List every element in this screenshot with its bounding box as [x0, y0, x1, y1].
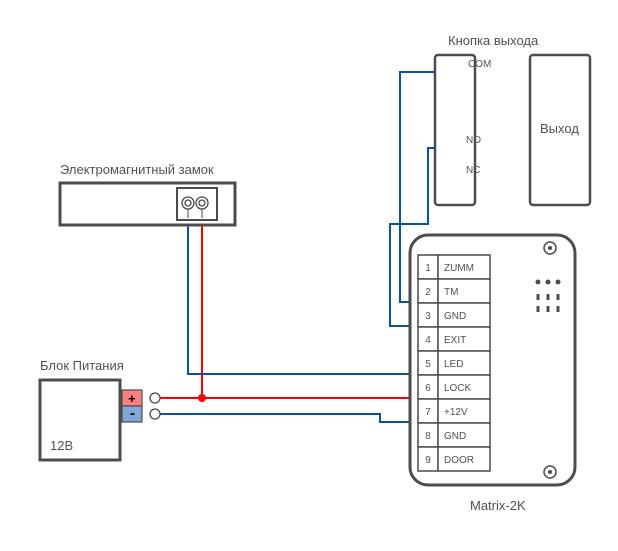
exit-button-title: Кнопка выхода — [448, 33, 539, 48]
lock-body — [60, 183, 235, 225]
lock-title: Электромагнитный замок — [60, 162, 214, 177]
pin-label: EXIT — [444, 335, 466, 346]
pin-label: +12V — [444, 407, 468, 418]
controller-title: Matrix-2K — [470, 498, 526, 513]
pin-label: ZUMM — [444, 263, 474, 274]
pin-label: GND — [444, 431, 466, 442]
psu-voltage: 12В — [50, 438, 73, 453]
slit-icon — [537, 294, 540, 300]
pin-num: 6 — [425, 383, 431, 394]
pin-label: LED — [444, 359, 463, 370]
exit-pin-label: NC — [466, 165, 480, 176]
pin-num: 5 — [425, 359, 431, 370]
wire-psu-plus-to-lock-and-12v — [160, 216, 202, 398]
slit-icon — [557, 294, 560, 300]
pin-num: 3 — [425, 311, 431, 322]
wire-psu-minus-to-gnd — [160, 414, 418, 422]
pin-num: 2 — [425, 287, 431, 298]
exit-pin-label: NO — [466, 135, 481, 146]
exit-pin-label: COM — [468, 59, 491, 70]
pin-label: GND — [444, 311, 466, 322]
pin-num: 9 — [425, 455, 431, 466]
led-indicator-icon — [536, 280, 541, 285]
psu-minus-pin — [150, 409, 160, 419]
psu-minus-sign: - — [130, 405, 135, 422]
screw-center-icon — [548, 470, 552, 474]
led-indicator-icon — [556, 280, 561, 285]
slit-icon — [547, 306, 550, 312]
pin-num: 4 — [425, 335, 431, 346]
pin-label: DOOR — [444, 455, 474, 466]
exit-label-text: Выход — [540, 121, 579, 136]
pin-num: 1 — [425, 263, 431, 274]
psu-plus-pin — [150, 393, 160, 403]
psu-title: Блок Питания — [40, 358, 124, 373]
pin-label: TM — [444, 287, 458, 298]
slit-icon — [547, 294, 550, 300]
wire-lock-to-lock-pin — [188, 216, 418, 374]
junction — [198, 394, 206, 402]
psu-plus-sign: + — [128, 391, 136, 406]
pin-label: LOCK — [444, 383, 472, 394]
slit-icon — [557, 306, 560, 312]
pin-num: 7 — [425, 407, 431, 418]
screw-center-icon — [548, 246, 552, 250]
pin-num: 8 — [425, 431, 431, 442]
wires — [160, 72, 451, 422]
slit-icon — [537, 306, 540, 312]
led-indicator-icon — [546, 280, 551, 285]
